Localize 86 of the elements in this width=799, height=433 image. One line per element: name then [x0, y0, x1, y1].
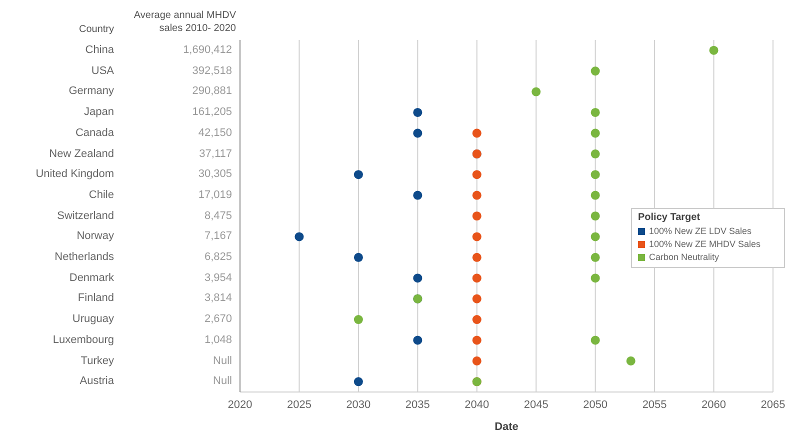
legend-label: 100% New ZE MHDV Sales — [649, 238, 761, 251]
category-label: Austria — [78, 374, 114, 390]
text: 42,150 — [198, 126, 232, 139]
point — [413, 190, 422, 200]
point — [532, 87, 541, 96]
point — [413, 274, 422, 283]
x-tick-label: 2060 — [702, 398, 726, 411]
point — [472, 274, 482, 283]
x-tick-label: 2055 — [642, 398, 667, 411]
point — [709, 46, 718, 55]
point — [354, 377, 363, 386]
point — [472, 190, 482, 200]
category-label: Finland — [76, 291, 114, 306]
point — [472, 336, 482, 345]
x-tick-label: 2050 — [583, 398, 608, 411]
text: Average annual MHDV sales 2010- 2020 — [132, 9, 236, 35]
point — [590, 274, 600, 283]
text: 3,954 — [204, 272, 232, 284]
point — [413, 336, 422, 345]
point — [472, 232, 482, 242]
point — [590, 252, 600, 262]
point — [354, 170, 363, 180]
text: 6,825 — [204, 251, 232, 264]
text: 37,117 — [199, 148, 232, 160]
category-label: Denmark — [68, 270, 114, 286]
point — [294, 232, 304, 242]
category-label: Norway — [76, 229, 114, 244]
text: 2,670 — [204, 313, 232, 326]
point — [413, 108, 422, 117]
point — [590, 232, 600, 242]
point — [472, 170, 482, 180]
text: 161,205 — [192, 106, 232, 118]
text: 17,019 — [198, 188, 232, 201]
text: 3,814 — [204, 292, 232, 304]
text: Null — [213, 354, 232, 367]
point — [590, 190, 600, 200]
category-label: Switzerland — [56, 208, 114, 224]
category-label: New Zealand — [48, 146, 114, 162]
point — [590, 211, 600, 221]
point — [590, 128, 600, 138]
x-tick-label: 2035 — [405, 398, 430, 411]
text: Country — [78, 24, 114, 35]
point — [472, 294, 482, 304]
category-label: Netherlands — [54, 250, 114, 266]
point — [590, 149, 600, 158]
text: 1,690,412 — [183, 44, 232, 56]
point — [590, 108, 600, 117]
x-tick-label: 2065 — [760, 398, 786, 411]
x-tick-label: 2030 — [346, 398, 371, 411]
point — [472, 356, 482, 366]
point — [626, 356, 636, 366]
category-label: United Kingdom — [34, 167, 114, 182]
point — [590, 66, 600, 76]
category-label: China — [84, 43, 114, 58]
legend-label: Carbon Neutrality — [649, 251, 720, 264]
category-label: USA — [90, 64, 114, 79]
text: 392,518 — [192, 64, 232, 77]
text: 7,167 — [204, 230, 232, 242]
point — [472, 252, 482, 262]
x-axis-title: Date — [494, 421, 518, 433]
point — [472, 211, 482, 221]
point — [472, 128, 482, 138]
legend-title: Policy Target — [638, 212, 702, 223]
text: 30,305 — [198, 168, 232, 180]
legend-label: 100% New ZE LDV Sales — [649, 225, 752, 238]
x-tick-label: 2020 — [228, 398, 252, 411]
category-label: Uruguay — [71, 312, 114, 328]
point — [354, 252, 363, 262]
text: 8,475 — [204, 210, 232, 222]
point — [472, 315, 482, 324]
category-label: Japan — [83, 105, 114, 120]
category-label: Canada — [74, 126, 114, 141]
category-label: Turkey — [80, 354, 114, 369]
category-label: Chile — [88, 188, 114, 203]
point — [413, 128, 422, 138]
text: 1,048 — [204, 334, 232, 346]
point — [590, 336, 600, 345]
x-tick-label: 2045 — [524, 398, 548, 411]
category-label: Luxembourg — [52, 332, 114, 348]
x-tick-label: 2025 — [286, 398, 312, 411]
category-label: Germany — [68, 84, 114, 100]
text: 290,881 — [192, 85, 232, 98]
point — [354, 315, 363, 324]
point — [590, 170, 600, 180]
x-tick-label: 2040 — [464, 398, 490, 411]
text: Null — [213, 375, 232, 388]
